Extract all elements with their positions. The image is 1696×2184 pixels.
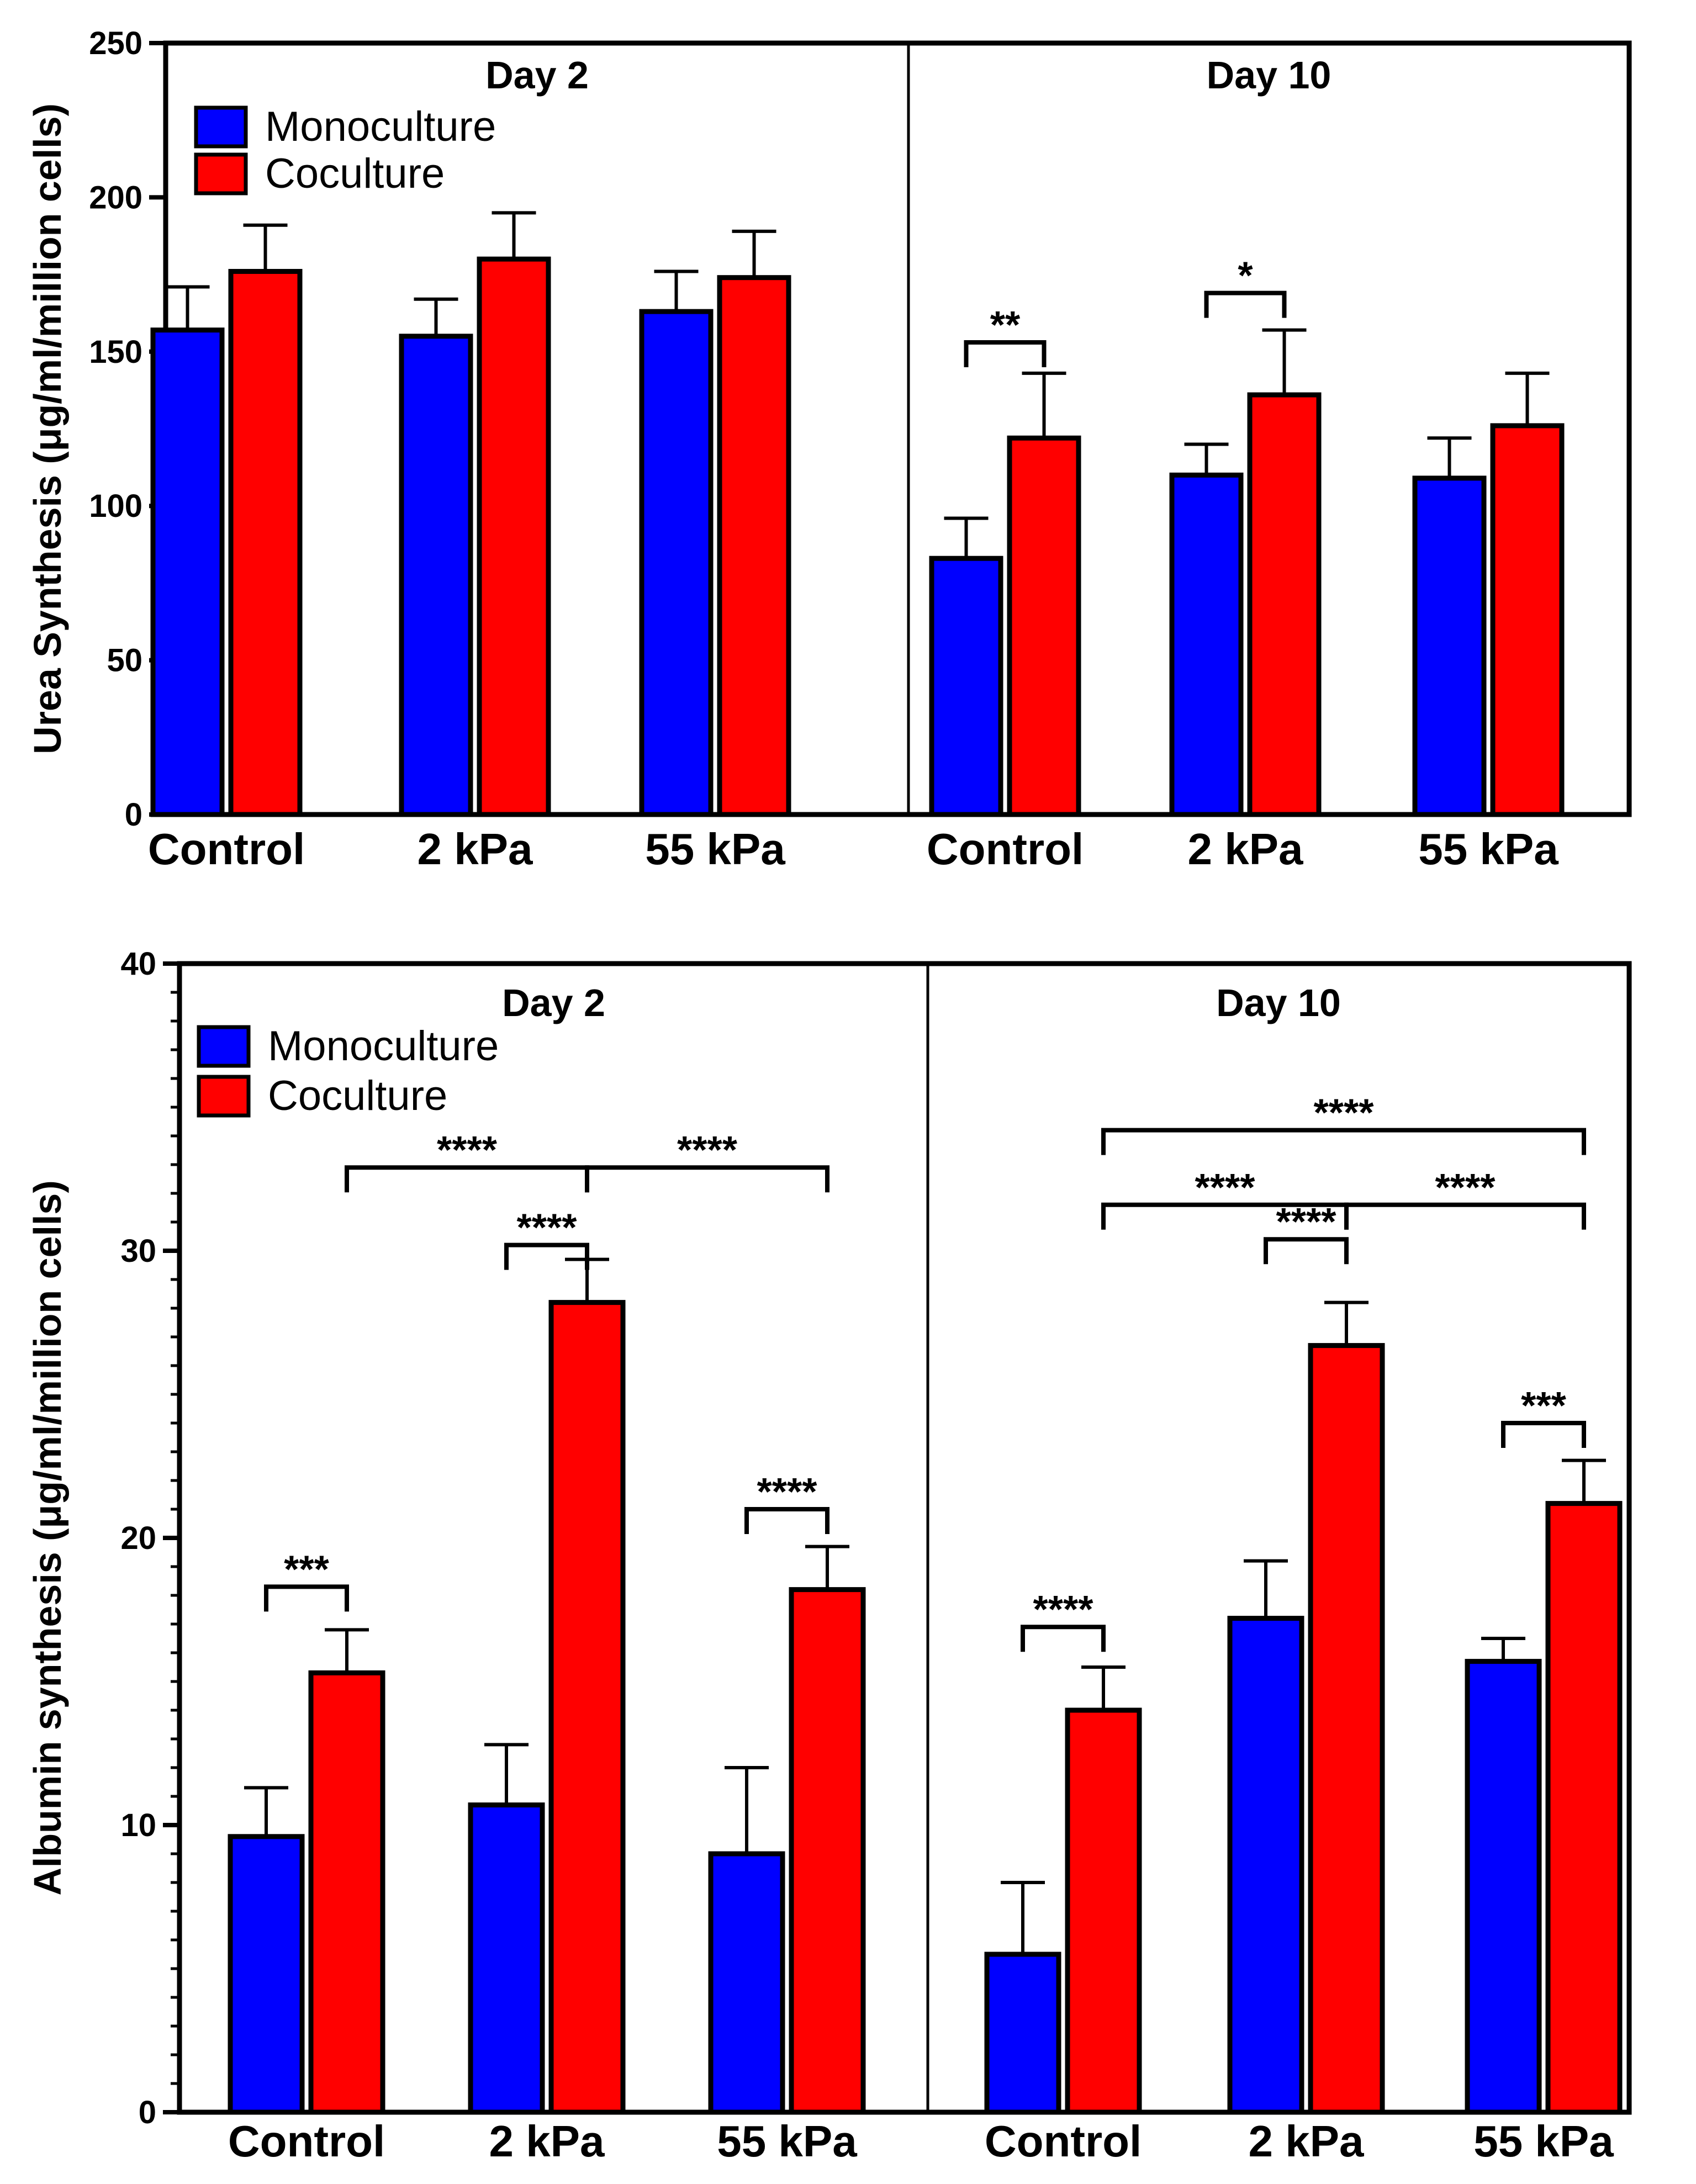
significance-bracket	[1021, 1625, 1106, 1652]
bar-monoculture	[150, 327, 225, 817]
legend-swatch	[197, 1075, 251, 1118]
significance-label: ****	[1314, 1091, 1375, 1134]
legend-label: Monoculture	[268, 1023, 499, 1070]
bar-coculture	[308, 1670, 385, 2115]
bar-monoculture	[468, 1802, 545, 2115]
bar-monoculture	[399, 334, 473, 817]
y-axis-label: Urea Synthesis (μg/ml/million cells)	[26, 103, 69, 754]
bar-coculture	[548, 1300, 626, 2115]
significance-label: *	[1238, 254, 1253, 297]
bar-monoculture	[1465, 1659, 1542, 2115]
bar-coculture	[1065, 1707, 1142, 2115]
legend-label: Coculture	[268, 1072, 447, 1119]
bar-monoculture	[929, 556, 1003, 817]
significance-bracket	[264, 1584, 349, 1612]
bar-coculture	[1247, 392, 1322, 817]
significance-label: ***	[284, 1547, 329, 1590]
x-tick-label: Control	[927, 824, 1084, 874]
significance-label: ****	[1435, 1166, 1496, 1209]
bar-monoculture	[639, 309, 714, 817]
bar-coculture	[717, 275, 791, 817]
y-tick-label: 0	[139, 2095, 156, 2130]
significance-bracket	[964, 340, 1047, 368]
significance-bracket	[1501, 1421, 1586, 1448]
bar-monoculture	[1169, 472, 1244, 817]
y-tick-label: 200	[89, 179, 142, 215]
legend-swatch	[194, 105, 248, 149]
bar-coculture	[477, 256, 551, 817]
chart-urea: 0 50 100 150 200 250 Urea Synthesis (μg/ml/mil…	[26, 25, 1632, 874]
legend-label: Coculture	[265, 150, 445, 197]
legend-label: Monoculture	[265, 103, 496, 150]
x-tick-label: 2 kPa	[417, 824, 533, 874]
y-tick-label: 30	[120, 1233, 156, 1269]
legend-swatch	[194, 152, 248, 195]
x-tick-label: Control	[148, 824, 305, 874]
bar-coculture	[1007, 435, 1081, 817]
bar-monoculture	[1412, 475, 1487, 817]
bar-coculture	[1490, 423, 1565, 817]
significance-label: ****	[1276, 1200, 1337, 1243]
y-tick-label: 100	[89, 488, 142, 524]
x-tick-label: 55 kPa	[1418, 824, 1558, 874]
bar-coculture	[1308, 1343, 1385, 2115]
y-tick-label: 10	[120, 1807, 156, 1843]
bar-coculture	[1545, 1501, 1623, 2115]
y-axis-label: Albumin synthesis (μg/ml/million cells)	[26, 1180, 69, 1895]
significance-label: **	[990, 303, 1021, 346]
bar-monoculture	[1227, 1616, 1304, 2115]
legend-swatch	[197, 1025, 251, 1068]
significance-bracket	[1344, 1202, 1586, 1230]
significance-bracket	[1264, 1237, 1349, 1265]
plot-frame	[177, 961, 1632, 2115]
panel-title: Day 2	[485, 54, 589, 97]
significance-bracket	[744, 1507, 829, 1534]
panel-title: Day 10	[1216, 981, 1341, 1024]
chart-albumin: 0 10 20 30 40 Albumin synthesis (μg/ml/millio…	[26, 946, 1632, 2166]
bar-monoculture	[984, 1952, 1061, 2115]
y-tick-label: 20	[120, 1520, 156, 1556]
x-tick-label: 2 kPa	[1248, 2117, 1364, 2166]
significance-bracket	[1101, 1128, 1586, 1155]
bar-coculture	[789, 1587, 866, 2115]
x-tick-label: 55 kPa	[1473, 2117, 1614, 2166]
significance-label: ****	[1195, 1166, 1256, 1209]
bar-monoculture	[708, 1851, 785, 2115]
significance-label: ***	[1521, 1384, 1566, 1427]
x-tick-label: Control	[985, 2117, 1142, 2166]
y-tick-label: 50	[107, 643, 142, 679]
y-tick-label: 40	[120, 946, 156, 982]
significance-label: ****	[1033, 1588, 1094, 1631]
x-tick-label: 2 kPa	[1187, 824, 1303, 874]
x-tick-label: 2 kPa	[489, 2117, 605, 2166]
significance-label: ****	[517, 1206, 578, 1249]
panel-0: Day 2 Control 2 kPa 55 kPa	[148, 54, 791, 874]
x-tick-label: 55 kPa	[717, 2117, 857, 2166]
y-tick-label: 150	[89, 334, 142, 370]
significance-label: ****	[677, 1128, 738, 1171]
x-tick-label: 55 kPa	[645, 824, 785, 874]
y-tick-label: 250	[89, 25, 142, 61]
bar-monoculture	[228, 1834, 305, 2115]
y-tick-label: 0	[125, 797, 142, 833]
significance-label: ****	[437, 1128, 498, 1171]
significance-bracket	[1204, 290, 1287, 318]
x-tick-label: Control	[228, 2117, 385, 2166]
significance-bracket	[504, 1242, 589, 1270]
significance-bracket	[585, 1165, 829, 1193]
bar-coculture	[228, 269, 303, 817]
panel-title: Day 10	[1207, 54, 1332, 97]
significance-label: ****	[757, 1470, 818, 1513]
panel-title: Day 2	[502, 981, 605, 1024]
